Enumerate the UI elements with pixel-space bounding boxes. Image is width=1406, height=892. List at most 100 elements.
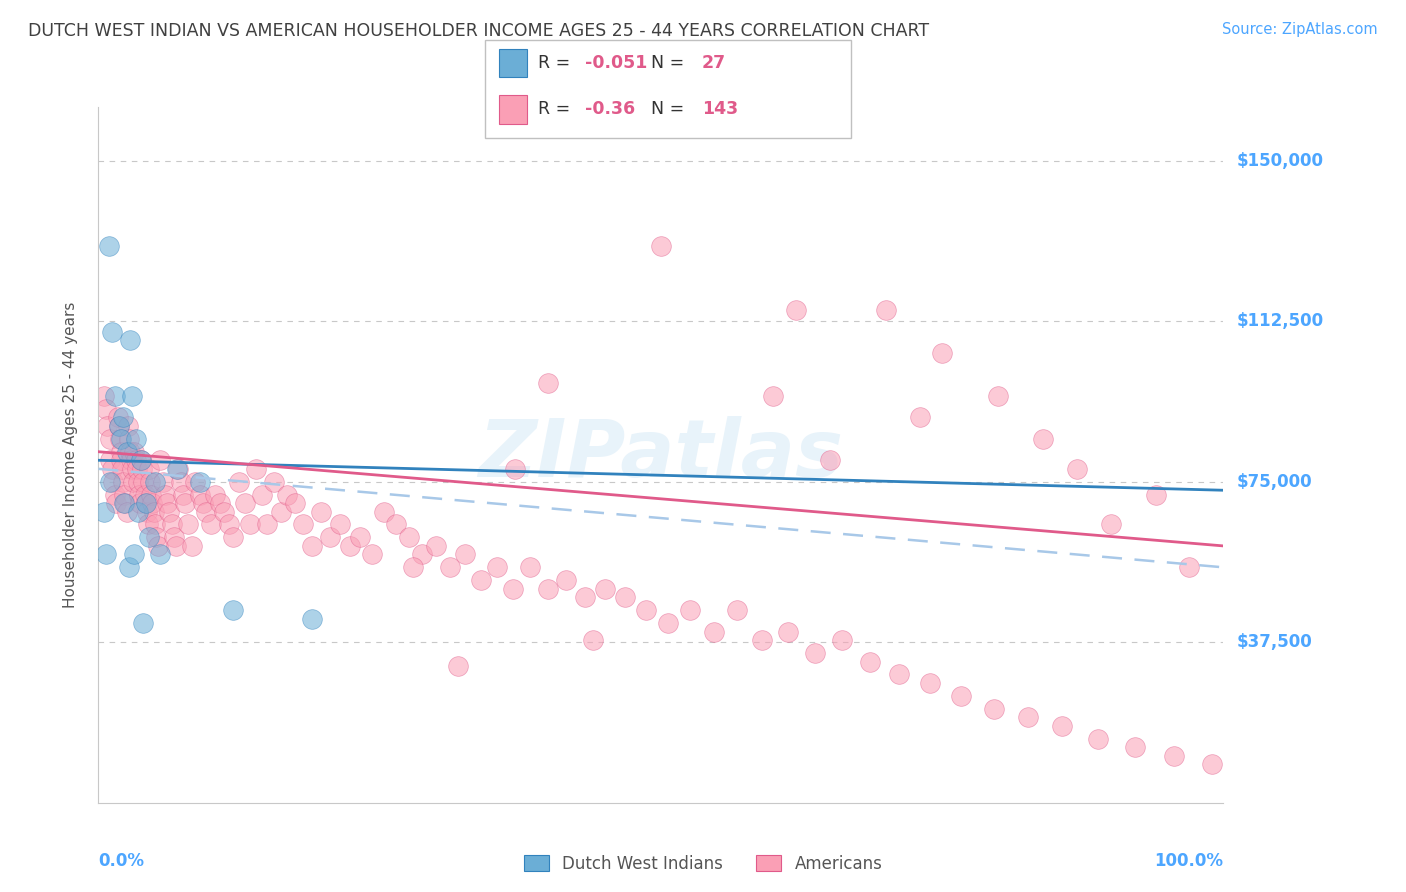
Point — [101, 325, 124, 339]
Point — [222, 530, 245, 544]
Text: N =: N = — [640, 54, 689, 72]
Point — [138, 530, 160, 544]
Point — [184, 475, 207, 489]
Text: Source: ZipAtlas.com: Source: ZipAtlas.com — [1222, 22, 1378, 37]
Point — [115, 505, 138, 519]
Point — [276, 487, 298, 501]
Point — [818, 453, 841, 467]
Point — [166, 462, 188, 476]
Point — [725, 603, 748, 617]
Point — [425, 539, 447, 553]
Point — [1052, 719, 1074, 733]
Point — [129, 453, 152, 467]
Point — [141, 496, 163, 510]
Legend: Dutch West Indians, Americans: Dutch West Indians, Americans — [517, 848, 889, 880]
Point — [889, 667, 911, 681]
Text: 27: 27 — [702, 54, 725, 72]
Point — [104, 487, 127, 501]
Point — [636, 603, 658, 617]
Text: ZIPatlas: ZIPatlas — [478, 416, 844, 494]
Point — [228, 475, 250, 489]
Point — [485, 560, 508, 574]
Text: 143: 143 — [702, 100, 738, 119]
Point — [613, 591, 636, 605]
Point — [250, 487, 273, 501]
Point — [519, 560, 541, 574]
Point — [146, 539, 169, 553]
Point — [93, 389, 115, 403]
Point — [163, 530, 186, 544]
Point — [983, 701, 1005, 715]
Point — [398, 530, 420, 544]
Point — [918, 676, 941, 690]
Point — [132, 475, 155, 489]
Point — [120, 453, 142, 467]
Point — [124, 548, 146, 562]
Point — [593, 582, 616, 596]
Point — [96, 548, 118, 562]
Point — [135, 496, 157, 510]
Point — [233, 496, 256, 510]
Point — [454, 548, 477, 562]
Point — [447, 658, 470, 673]
Point — [1178, 560, 1201, 574]
Point — [129, 453, 152, 467]
Point — [112, 410, 135, 425]
Point — [503, 462, 526, 476]
Point — [245, 462, 267, 476]
Point — [172, 487, 194, 501]
Point — [908, 410, 931, 425]
Point — [114, 496, 136, 510]
Point — [1032, 432, 1054, 446]
Text: $112,500: $112,500 — [1237, 312, 1324, 330]
Point — [128, 487, 150, 501]
Point — [127, 505, 149, 519]
Point — [301, 612, 323, 626]
Point — [110, 432, 132, 446]
Point — [117, 419, 139, 434]
Point — [122, 475, 145, 489]
Point — [831, 633, 853, 648]
Point — [195, 505, 218, 519]
Point — [1201, 757, 1223, 772]
Point — [256, 517, 278, 532]
Point — [239, 517, 262, 532]
Point — [127, 475, 149, 489]
Point — [180, 539, 202, 553]
Point — [118, 432, 141, 446]
Point — [96, 401, 118, 416]
Point — [143, 475, 166, 489]
Point — [124, 432, 146, 446]
Point — [107, 419, 129, 434]
Point — [218, 517, 240, 532]
Point — [204, 487, 226, 501]
Text: -0.36: -0.36 — [585, 100, 636, 119]
Point — [214, 505, 236, 519]
Point — [110, 444, 132, 458]
Point — [135, 496, 157, 510]
Point — [174, 496, 197, 510]
Point — [188, 487, 211, 501]
Point — [149, 453, 172, 467]
Point — [96, 419, 118, 434]
Point — [385, 517, 408, 532]
Point — [125, 462, 148, 476]
Text: $75,000: $75,000 — [1237, 473, 1312, 491]
Point — [107, 419, 129, 434]
Point — [200, 517, 222, 532]
Point — [132, 615, 155, 630]
Point — [582, 633, 605, 648]
Point — [292, 517, 315, 532]
Point — [875, 303, 897, 318]
Point — [149, 548, 172, 562]
Point — [134, 487, 156, 501]
Point — [121, 462, 143, 476]
Point — [121, 389, 143, 403]
Point — [142, 505, 165, 519]
Text: N =: N = — [640, 100, 689, 119]
Point — [208, 496, 231, 510]
Point — [108, 432, 131, 446]
Text: R =: R = — [538, 54, 576, 72]
Point — [136, 517, 159, 532]
Point — [762, 389, 785, 403]
